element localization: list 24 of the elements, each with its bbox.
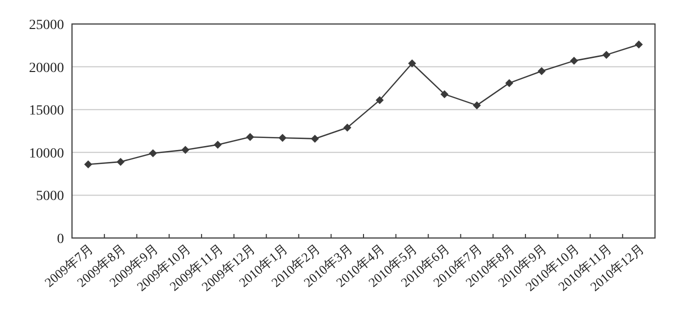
point — [278, 134, 287, 142]
point — [505, 79, 514, 88]
point — [472, 101, 481, 110]
y-tick-label: 0 — [57, 232, 64, 247]
point — [538, 67, 546, 76]
point — [181, 146, 190, 154]
y-tick-label: 15000 — [29, 104, 64, 119]
point — [634, 40, 643, 49]
point — [246, 132, 254, 141]
y-tick-label: 20000 — [29, 60, 64, 76]
point — [84, 160, 92, 168]
point — [343, 124, 352, 132]
y-tick-label: 25000 — [29, 18, 64, 33]
y-tick-label: 5000 — [36, 189, 64, 204]
y-tick-label: 10000 — [29, 146, 64, 162]
point — [214, 140, 222, 149]
point — [116, 158, 125, 166]
point — [602, 50, 610, 59]
point — [570, 56, 578, 65]
point — [310, 134, 319, 143]
point — [408, 59, 416, 68]
point — [148, 149, 157, 158]
point — [440, 90, 448, 98]
point — [376, 96, 384, 104]
